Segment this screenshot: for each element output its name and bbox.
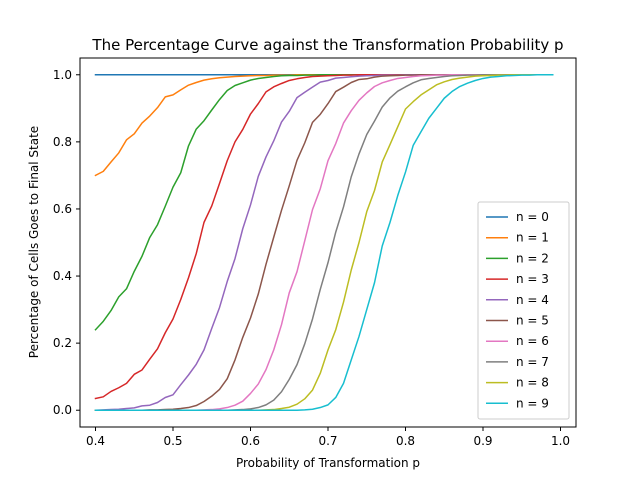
x-tick-label: 0.8 bbox=[396, 434, 415, 448]
y-tick-label: 1.0 bbox=[53, 68, 72, 82]
y-tick-label: 0.8 bbox=[53, 135, 72, 149]
legend-label-n4: n = 4 bbox=[516, 293, 549, 307]
legend-label-n7: n = 7 bbox=[516, 355, 549, 369]
legend-label-n9: n = 9 bbox=[516, 396, 549, 410]
chart-title: The Percentage Curve against the Transfo… bbox=[91, 36, 563, 54]
y-tick-label: 0.4 bbox=[53, 269, 72, 283]
legend-label-n1: n = 1 bbox=[516, 231, 549, 245]
legend-label-n8: n = 8 bbox=[516, 376, 549, 390]
x-axis-ticks: 0.4 0.5 0.6 0.7 0.8 0.9 1.0 bbox=[86, 427, 570, 448]
legend-label-n3: n = 3 bbox=[516, 272, 549, 286]
x-tick-label: 0.5 bbox=[163, 434, 182, 448]
y-tick-label: 0.2 bbox=[53, 336, 72, 350]
y-tick-label: 0.6 bbox=[53, 202, 72, 216]
x-tick-label: 0.6 bbox=[241, 434, 260, 448]
y-axis-label: Percentage of Cells Goes to Final State bbox=[27, 126, 41, 358]
x-axis-label: Probability of Transformation p bbox=[236, 456, 420, 470]
legend: n = 0 n = 1 n = 2 n = 3 n = 4 n = 5 n = 6 n = 7… bbox=[477, 201, 570, 420]
series-layer bbox=[94, 74, 554, 412]
x-tick-label: 0.4 bbox=[86, 434, 105, 448]
y-tick-label: 0.0 bbox=[53, 403, 72, 417]
plot-area bbox=[79, 57, 577, 428]
legend-box bbox=[477, 201, 570, 420]
legend-label-n5: n = 5 bbox=[516, 314, 549, 328]
legend-items: n = 0 n = 1 n = 2 n = 3 n = 4 n = 5 n = 6 n = 7… bbox=[486, 210, 549, 410]
legend-label-n0: n = 0 bbox=[516, 210, 549, 224]
series-line-n9 bbox=[94, 74, 554, 411]
legend-label-n6: n = 6 bbox=[516, 334, 549, 348]
y-axis-ticks: 0.0 0.2 0.4 0.6 0.8 1.0 bbox=[53, 68, 80, 417]
x-tick-label: 1.0 bbox=[551, 434, 570, 448]
x-tick-label: 0.7 bbox=[318, 434, 337, 448]
legend-label-n2: n = 2 bbox=[516, 251, 549, 265]
x-tick-label: 0.9 bbox=[473, 434, 492, 448]
